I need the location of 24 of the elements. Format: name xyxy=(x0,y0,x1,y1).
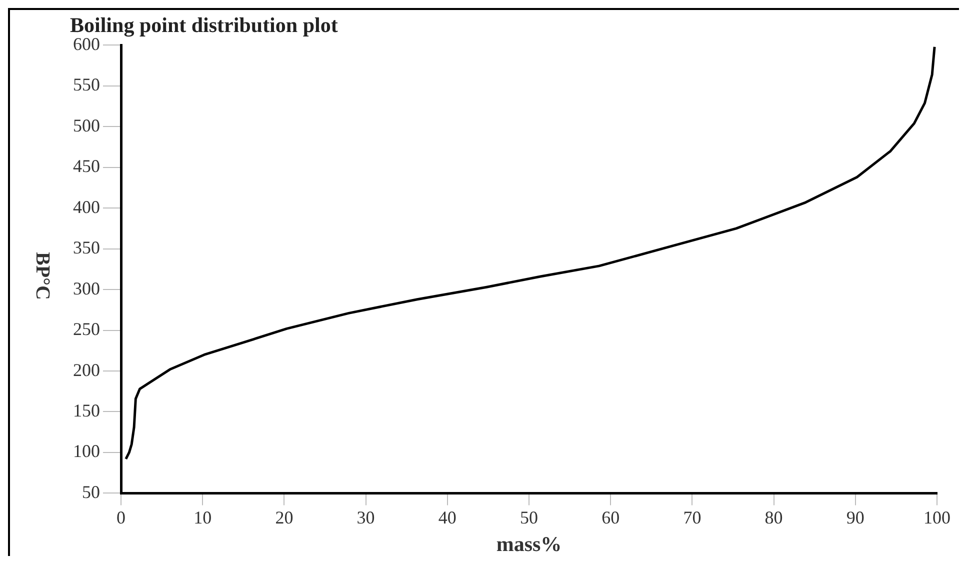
y-tick-label: 350 xyxy=(73,238,100,258)
x-tick-label: 80 xyxy=(764,508,783,528)
y-axis-title: BP°C xyxy=(30,252,54,300)
y-tick-label: 200 xyxy=(73,360,100,380)
y-tick-label: 450 xyxy=(73,156,100,176)
x-tick-label: 40 xyxy=(438,508,456,528)
x-tick-label: 20 xyxy=(275,508,294,528)
x-tick-label: 10 xyxy=(194,508,212,528)
y-tick-label: 500 xyxy=(73,115,100,136)
y-tick-label: 50 xyxy=(82,482,100,502)
x-axis-title: mass% xyxy=(496,532,562,556)
y-tick-label: 150 xyxy=(73,400,100,420)
y-tick-label: 250 xyxy=(73,319,100,340)
x-tick-label: 90 xyxy=(846,508,864,528)
y-tick-label: 300 xyxy=(73,278,100,298)
x-tick-label: 30 xyxy=(356,508,375,528)
x-tick-label: 60 xyxy=(602,508,620,528)
y-tick-label: 100 xyxy=(73,441,100,462)
x-tick-label: 0 xyxy=(116,508,126,528)
x-tick-label: 50 xyxy=(520,508,538,528)
x-tick-label: 70 xyxy=(683,508,702,528)
y-tick-label: 400 xyxy=(73,196,100,217)
x-tick-label: 100 xyxy=(924,508,950,528)
y-tick-label: 550 xyxy=(73,74,100,95)
